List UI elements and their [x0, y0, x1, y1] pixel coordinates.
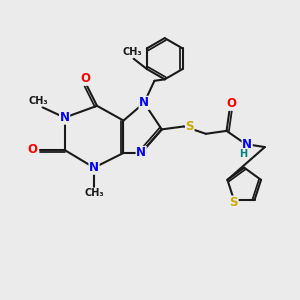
Text: N: N — [139, 96, 149, 110]
Text: S: S — [230, 196, 238, 209]
Text: N: N — [89, 161, 99, 174]
Text: N: N — [60, 111, 70, 124]
Text: CH₃: CH₃ — [84, 188, 104, 198]
Text: S: S — [185, 120, 194, 133]
Text: CH₃: CH₃ — [122, 47, 142, 57]
Text: N: N — [136, 146, 146, 159]
Text: N: N — [242, 138, 252, 151]
Text: O: O — [80, 72, 90, 85]
Text: H: H — [239, 149, 247, 159]
Text: CH₃: CH₃ — [28, 96, 48, 106]
Text: O: O — [226, 97, 236, 110]
Text: O: O — [27, 143, 37, 157]
